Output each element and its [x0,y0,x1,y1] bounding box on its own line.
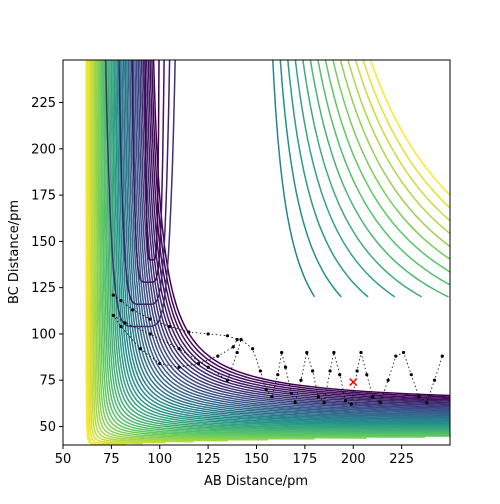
trajectory-point [259,369,262,372]
contour [310,60,448,297]
trajectory-point [441,355,444,358]
trajectory-point [284,366,287,369]
x-tick-label: 125 [196,452,221,467]
trajectory-point [226,379,229,382]
contour [153,37,500,405]
trajectory-point [168,325,171,328]
trajectory-point [386,379,389,382]
trajectory-point [356,369,359,372]
y-tick-label: 100 [31,327,56,342]
x-tick-label: 175 [292,452,317,467]
trajectory-point [236,338,239,341]
y-tick-label: 150 [31,235,56,250]
trajectory-point [270,395,273,398]
contour [348,60,500,297]
trajectory-point [112,314,115,317]
trajectory-point [280,351,283,354]
trajectory-point [236,351,239,354]
trajectory-point [207,366,210,369]
contour [103,37,500,435]
trajectory-point [119,299,122,302]
contour [141,37,500,412]
trajectory-point [338,373,341,376]
trajectory-point [299,379,302,382]
trajectory-point [148,332,151,335]
trajectory-point [148,318,151,321]
trajectory-point [317,395,320,398]
trajectory-point [410,373,413,376]
contour [146,37,500,409]
contour [107,37,500,432]
contour [356,60,500,297]
y-tick-label: 75 [39,374,56,389]
trajectory-point [112,293,115,296]
contour [371,60,500,297]
contour [333,60,500,297]
y-tick-label: 225 [31,96,56,111]
trajectory-point [379,401,382,404]
trajectory-point [359,351,362,354]
trajectory-point [394,355,397,358]
trajectory-point [276,373,279,376]
contour-lines [86,0,500,446]
trajectory-point [139,347,142,350]
trajectory-point [328,369,331,372]
y-tick-label: 175 [31,189,56,204]
x-axis-label: AB Distance/pm [204,474,308,489]
trajectory-point [417,395,420,398]
x-tick-label: 50 [55,452,72,467]
y-axis-label: BC Distance/pm [7,200,22,304]
trajectory-point [131,308,134,311]
trajectory-point [433,379,436,382]
trajectory-point [344,399,347,402]
x-tick-label: 150 [244,452,269,467]
trajectory-point [365,373,368,376]
y-tick-label: 50 [39,420,56,435]
contour [124,37,500,422]
trajectory-point [123,321,126,324]
x-tick-label: 200 [341,452,366,467]
trajectory-point [226,334,229,337]
contour [295,60,395,297]
trajectory-point [158,362,161,365]
trajectory-point [294,401,297,404]
trajectory-point [350,403,353,406]
contour [303,60,422,297]
trajectory-point [323,401,326,404]
trajectory-point [239,338,242,341]
y-tick-label: 125 [31,281,56,296]
trajectory-point [332,351,335,354]
trajectory-point [251,347,254,350]
trajectory-point [119,325,122,328]
trajectory-point [178,366,181,369]
trajectory-point [197,362,200,365]
trajectory-point [265,388,268,391]
trajectory-point [178,347,181,350]
contour [280,60,341,297]
trajectory-point [187,330,190,333]
trajectory-point [216,355,219,358]
trajectory-point [371,395,374,398]
contour [120,37,500,424]
x-tick-label: 225 [389,452,414,467]
trajectory-point [305,351,308,354]
contour [131,37,500,417]
contour [145,37,500,410]
y-tick-label: 200 [31,142,56,157]
trajectory-point [402,351,405,354]
x-tick-label: 100 [147,452,172,467]
trajectory-point [425,401,428,404]
trajectory-point [207,332,210,335]
trajectory-point [232,345,235,348]
x-tick-label: 75 [103,452,120,467]
trajectory-point [311,369,314,372]
trajectory-point [290,392,293,395]
marker [350,379,357,386]
